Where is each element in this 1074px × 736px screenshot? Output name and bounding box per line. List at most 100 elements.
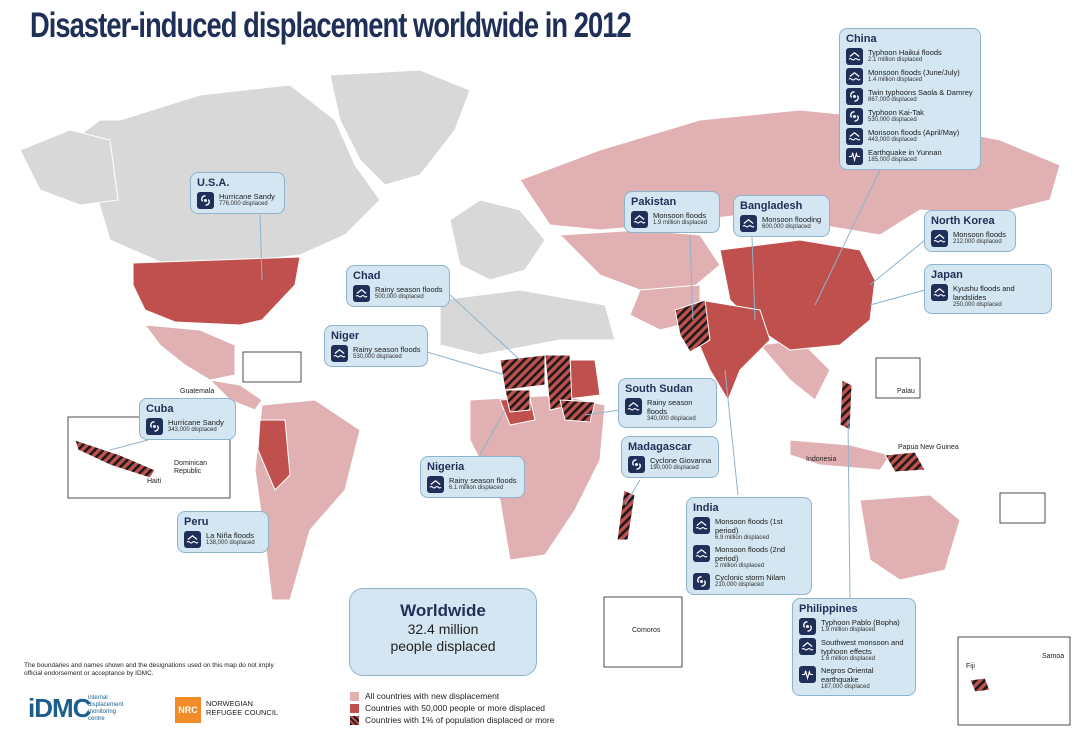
event-label: Negros Oriental earthquake: [821, 666, 874, 684]
callout-country-name: U.S.A.: [197, 177, 230, 189]
usa-shape: [132, 256, 301, 326]
disaster-event: Monsoon floods 212,000 displaced: [931, 230, 1009, 247]
event-label: Typhoon Kai-Tak: [868, 108, 924, 117]
worldwide-line1: 32.4 million: [407, 621, 479, 637]
label-dominican-republic: Dominican Republic: [174, 460, 208, 475]
event-displaced-count: 1.4 million displaced: [868, 77, 923, 83]
disaster-event: Monsoon floods 1.9 million displaced: [631, 211, 713, 228]
hurricane-icon: [197, 192, 214, 209]
label-papua-new-guinea: Papua New Guinea: [898, 444, 959, 451]
legend: All countries with new displacement Coun…: [350, 690, 554, 726]
inset-frames: [67, 351, 1071, 726]
event-label: Rainy season floods: [449, 476, 517, 485]
nigeria-hatch: [504, 389, 531, 413]
callout-pakistan: Pakistan Monsoon floods 1.9 million displa…: [624, 191, 720, 233]
page-title: Disaster-induced displacement worldwide …: [30, 6, 632, 45]
event-label: Monsoon floods (April/May): [868, 128, 960, 137]
callout-usa: U.S.A. Hurricane Sandy 776,000 displaced: [190, 172, 285, 214]
disaster-event: Rainy season floods 500,000 displaced: [353, 285, 443, 302]
flood-icon: [331, 345, 348, 362]
event-displaced-count: 340,000 displaced: [647, 416, 696, 422]
disaster-event: Kyushu floods and landslides 250,000 disp…: [931, 284, 1045, 309]
flood-icon: [740, 215, 757, 232]
disclaimer: The boundaries and names shown and the d…: [24, 662, 274, 677]
callout-china: China Typhoon Haikui floods 2.1 million di…: [839, 28, 981, 170]
legend-item-hatch: Countries with 1% of population displace…: [350, 714, 554, 726]
flood-icon: [799, 638, 816, 655]
callout-country-name: Chad: [353, 270, 381, 282]
flood-icon: [931, 230, 948, 247]
label-palau: Palau: [897, 388, 915, 395]
callout-country-name: India: [693, 502, 719, 514]
disaster-event: Monsoon floods (2nd period) 2 million dis…: [693, 545, 805, 570]
legend-label: All countries with new displacement: [365, 691, 500, 701]
label-guatemala: Guatemala: [180, 388, 215, 395]
event-label: Monsoon floods: [953, 230, 1006, 239]
callout-south-sudan: South Sudan Rainy season floods 340,000 di…: [618, 378, 717, 428]
event-displaced-count: 1.9 million displaced: [653, 220, 708, 226]
legend-swatch-hatch: [350, 715, 359, 725]
flood-icon: [846, 48, 863, 65]
event-displaced-count: 1.9 million displaced: [821, 627, 876, 633]
flood-icon: [427, 476, 444, 493]
callout-country-name: Nigeria: [427, 461, 465, 473]
inset-pacific: [957, 636, 1071, 726]
event-label: Monsoon flooding: [762, 215, 822, 224]
event-label: Cyclonic storm Nilam: [715, 573, 786, 582]
cyclone-icon: [846, 108, 863, 125]
legend-item-new: All countries with new displacement: [350, 690, 554, 702]
disaster-event: Cyclone Giovanna 190,000 displaced: [628, 456, 712, 473]
callout-chad: Chad Rainy season floods 500,000 displaced: [346, 265, 450, 307]
disaster-event: Cyclonic storm Nilam 210,000 displaced: [693, 573, 805, 590]
legend-label: Countries with 50,000 people or more dis…: [365, 703, 546, 713]
label-samoa: Samoa: [1042, 653, 1065, 660]
inset-palau: [875, 357, 921, 399]
callout-country-name: Cuba: [146, 403, 174, 415]
cyclone-icon: [799, 618, 816, 635]
event-displaced-count: 190,000 displaced: [650, 465, 699, 471]
event-displaced-count: 2 million displaced: [715, 563, 765, 569]
legend-item-over50k: Countries with 50,000 people or more dis…: [350, 702, 554, 714]
disaster-event: Rainy season floods 340,000 displaced: [625, 398, 710, 423]
event-displaced-count: 138,000 displaced: [206, 540, 255, 546]
flood-icon: [846, 128, 863, 145]
disaster-event: Hurricane Sandy 776,000 displaced: [197, 192, 278, 209]
countries-one-percent: [74, 299, 991, 693]
madagascar-hatch: [616, 489, 636, 541]
cyclone-icon: [693, 573, 710, 590]
disaster-event: Typhoon Haikui floods 2.1 million displac…: [846, 48, 974, 65]
label-comoros: Comoros: [632, 627, 661, 634]
legend-swatch-over50k: [350, 703, 359, 713]
event-label: Monsoon floods: [653, 211, 706, 220]
disaster-event: Southwest monsoon and typhoon effects 1.6…: [799, 638, 909, 663]
disaster-event: Negros Oriental earthquake 187,000 displa…: [799, 666, 909, 691]
event-displaced-count: 530,000 displaced: [868, 117, 917, 123]
pakistan-hatch: [674, 299, 711, 353]
event-displaced-count: 443,000 displaced: [868, 137, 917, 143]
flood-icon: [846, 68, 863, 85]
niger-hatch: [499, 354, 546, 391]
event-displaced-count: 2.1 million displaced: [868, 57, 923, 63]
disaster-event: Rainy season floods 530,000 displaced: [331, 345, 421, 362]
central-america: [208, 379, 263, 411]
inset-caribbean-small: [242, 351, 302, 383]
callout-philippines: Philippines Typhoon Pablo (Bopha) 1.9 mill…: [792, 598, 916, 696]
disaster-event: Monsoon flooding 600,000 displaced: [740, 215, 823, 232]
disaster-event: Twin typhoons Saola & Damrey 867,000 disp…: [846, 88, 974, 105]
event-label: Monsoon floods (1st period): [715, 517, 783, 535]
callout-country-name: Japan: [931, 269, 963, 281]
peru-shape: [257, 419, 291, 491]
event-displaced-count: 776,000 displaced: [219, 201, 268, 207]
idmc-logo: iDMC: [28, 693, 91, 723]
disaster-event: La Niña floods 138,000 displaced: [184, 531, 262, 548]
inset-comoros: [603, 596, 683, 668]
event-label: Rainy season floods: [375, 285, 443, 294]
disaster-event: Monsoon floods (June/July) 1.4 million di…: [846, 68, 974, 85]
hurricane-icon: [146, 418, 163, 435]
flood-icon: [931, 284, 948, 301]
callout-country-name: Philippines: [799, 603, 858, 615]
callout-country-name: Niger: [331, 330, 360, 342]
worldwide-total-box: Worldwide 32.4 million people displaced: [349, 588, 537, 676]
cyclone-icon: [628, 456, 645, 473]
event-label: La Niña floods: [206, 531, 254, 540]
